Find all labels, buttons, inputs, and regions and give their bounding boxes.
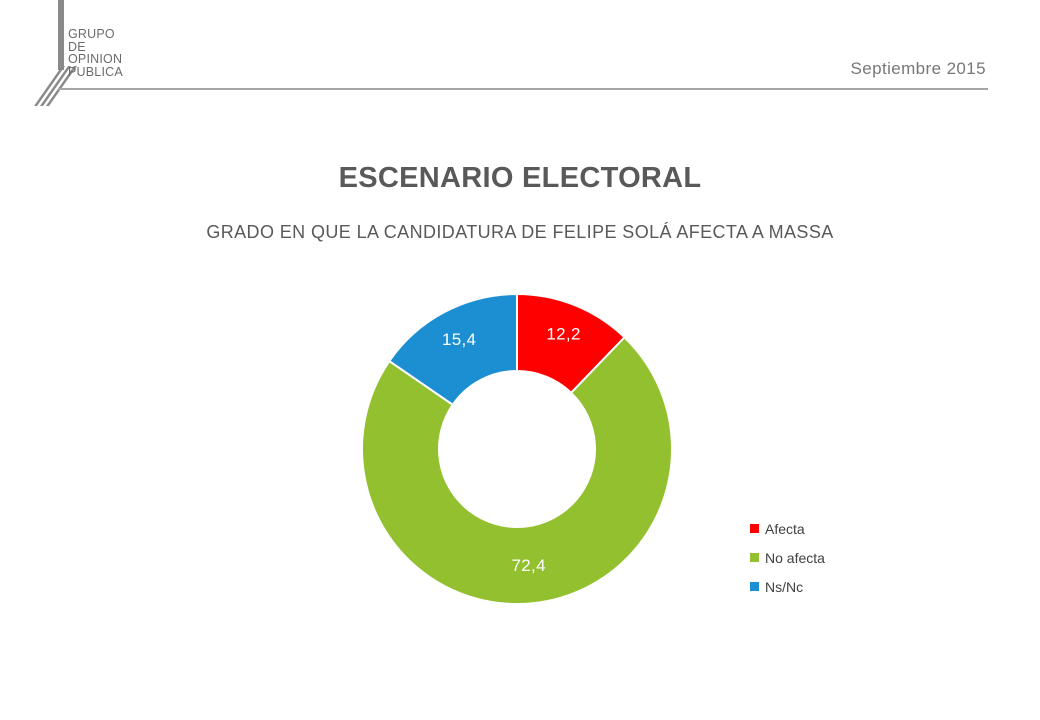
legend-swatch [750,524,759,533]
data-label-afecta: 12,2 [546,325,580,344]
logo-bar [58,0,64,70]
logo: GRUPO DE OPINION PUBLICA [30,0,170,110]
legend-label: Afecta [765,520,805,537]
donut-slice-ns-nc [387,292,518,407]
legend-label: No afecta [765,549,825,566]
header-divider [58,88,988,90]
legend-swatch [750,553,759,562]
chart-legend: Afecta No afecta Ns/Nc [750,514,825,601]
data-label-no-afecta: 72,4 [512,556,546,575]
legend-item-no-afecta: No afecta [750,543,825,572]
legend-label: Ns/Nc [765,578,804,595]
data-label-ns-nc: 15,4 [442,330,476,349]
legend-swatch [750,582,759,591]
logo-line: OPINION [68,52,123,66]
logo-line: PUBLICA [68,64,123,79]
page-title: ESCENARIO ELECTORAL [338,162,702,194]
donut-slice-no-afecta [361,335,673,605]
logo-line: DE [68,39,86,54]
chart-subtitle: GRADO EN QUE LA CANDIDATURA DE FELIPE SO… [206,222,834,242]
legend-item-afecta: Afecta [750,514,825,543]
legend-item-ns-nc: Ns/Nc [750,572,825,601]
report-date: Septiembre 2015 [850,59,986,78]
logo-line: GRUPO [68,27,115,41]
logo-text: GRUPO DE OPINION PUBLICA [68,28,123,78]
